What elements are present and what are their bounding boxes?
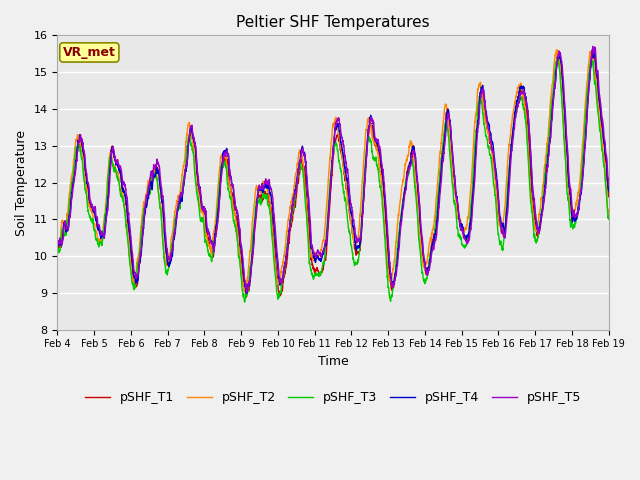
pSHF_T3	[403, 174, 411, 180]
Legend: pSHF_T1, pSHF_T2, pSHF_T3, pSHF_T4, pSHF_T5: pSHF_T1, pSHF_T2, pSHF_T3, pSHF_T4, pSHF…	[80, 386, 586, 409]
pSHF_T5	[438, 162, 446, 168]
pSHF_T1	[403, 173, 411, 179]
pSHF_T5	[438, 165, 446, 171]
pSHF_T5	[468, 220, 476, 226]
pSHF_T2	[54, 240, 61, 246]
Line: pSHF_T1: pSHF_T1	[58, 51, 609, 297]
pSHF_T1	[605, 194, 612, 200]
pSHF_T5	[403, 178, 411, 183]
pSHF_T1	[555, 48, 563, 54]
Y-axis label: Soil Temperature: Soil Temperature	[15, 130, 28, 236]
pSHF_T5	[243, 289, 251, 295]
pSHF_T4	[243, 290, 251, 296]
pSHF_T1	[468, 207, 476, 213]
pSHF_T2	[403, 158, 411, 164]
pSHF_T5	[508, 144, 516, 149]
X-axis label: Time: Time	[317, 355, 348, 368]
pSHF_T4	[591, 48, 598, 54]
pSHF_T5	[54, 239, 61, 244]
pSHF_T5	[605, 182, 612, 188]
Line: pSHF_T2: pSHF_T2	[58, 50, 609, 290]
pSHF_T1	[508, 136, 516, 142]
pSHF_T4	[403, 175, 411, 180]
pSHF_T4	[438, 155, 446, 161]
pSHF_T1	[54, 242, 61, 248]
Line: pSHF_T4: pSHF_T4	[58, 51, 609, 293]
pSHF_T4	[438, 156, 446, 162]
Line: pSHF_T5: pSHF_T5	[58, 47, 609, 292]
pSHF_T5	[228, 181, 236, 187]
pSHF_T2	[553, 47, 561, 53]
pSHF_T2	[438, 130, 446, 135]
pSHF_T5	[589, 44, 596, 49]
pSHF_T3	[468, 198, 476, 204]
pSHF_T4	[228, 183, 236, 189]
pSHF_T1	[228, 190, 236, 196]
pSHF_T3	[438, 151, 446, 157]
pSHF_T3	[438, 148, 446, 154]
pSHF_T1	[438, 150, 446, 156]
Text: VR_met: VR_met	[63, 46, 116, 59]
Title: Peltier SHF Temperatures: Peltier SHF Temperatures	[236, 15, 430, 30]
pSHF_T1	[242, 294, 250, 300]
pSHF_T1	[438, 151, 446, 157]
pSHF_T2	[228, 200, 236, 205]
pSHF_T2	[240, 288, 248, 293]
pSHF_T2	[605, 215, 612, 221]
pSHF_T3	[241, 299, 248, 305]
pSHF_T2	[508, 115, 516, 120]
pSHF_T3	[605, 216, 612, 222]
pSHF_T4	[54, 241, 61, 247]
pSHF_T3	[553, 56, 561, 61]
pSHF_T4	[508, 133, 516, 139]
pSHF_T2	[438, 132, 446, 138]
pSHF_T3	[54, 248, 61, 253]
Line: pSHF_T3: pSHF_T3	[58, 59, 609, 302]
pSHF_T3	[228, 206, 236, 212]
pSHF_T4	[605, 188, 612, 194]
pSHF_T4	[468, 210, 476, 216]
pSHF_T2	[468, 175, 476, 180]
pSHF_T3	[508, 136, 516, 142]
